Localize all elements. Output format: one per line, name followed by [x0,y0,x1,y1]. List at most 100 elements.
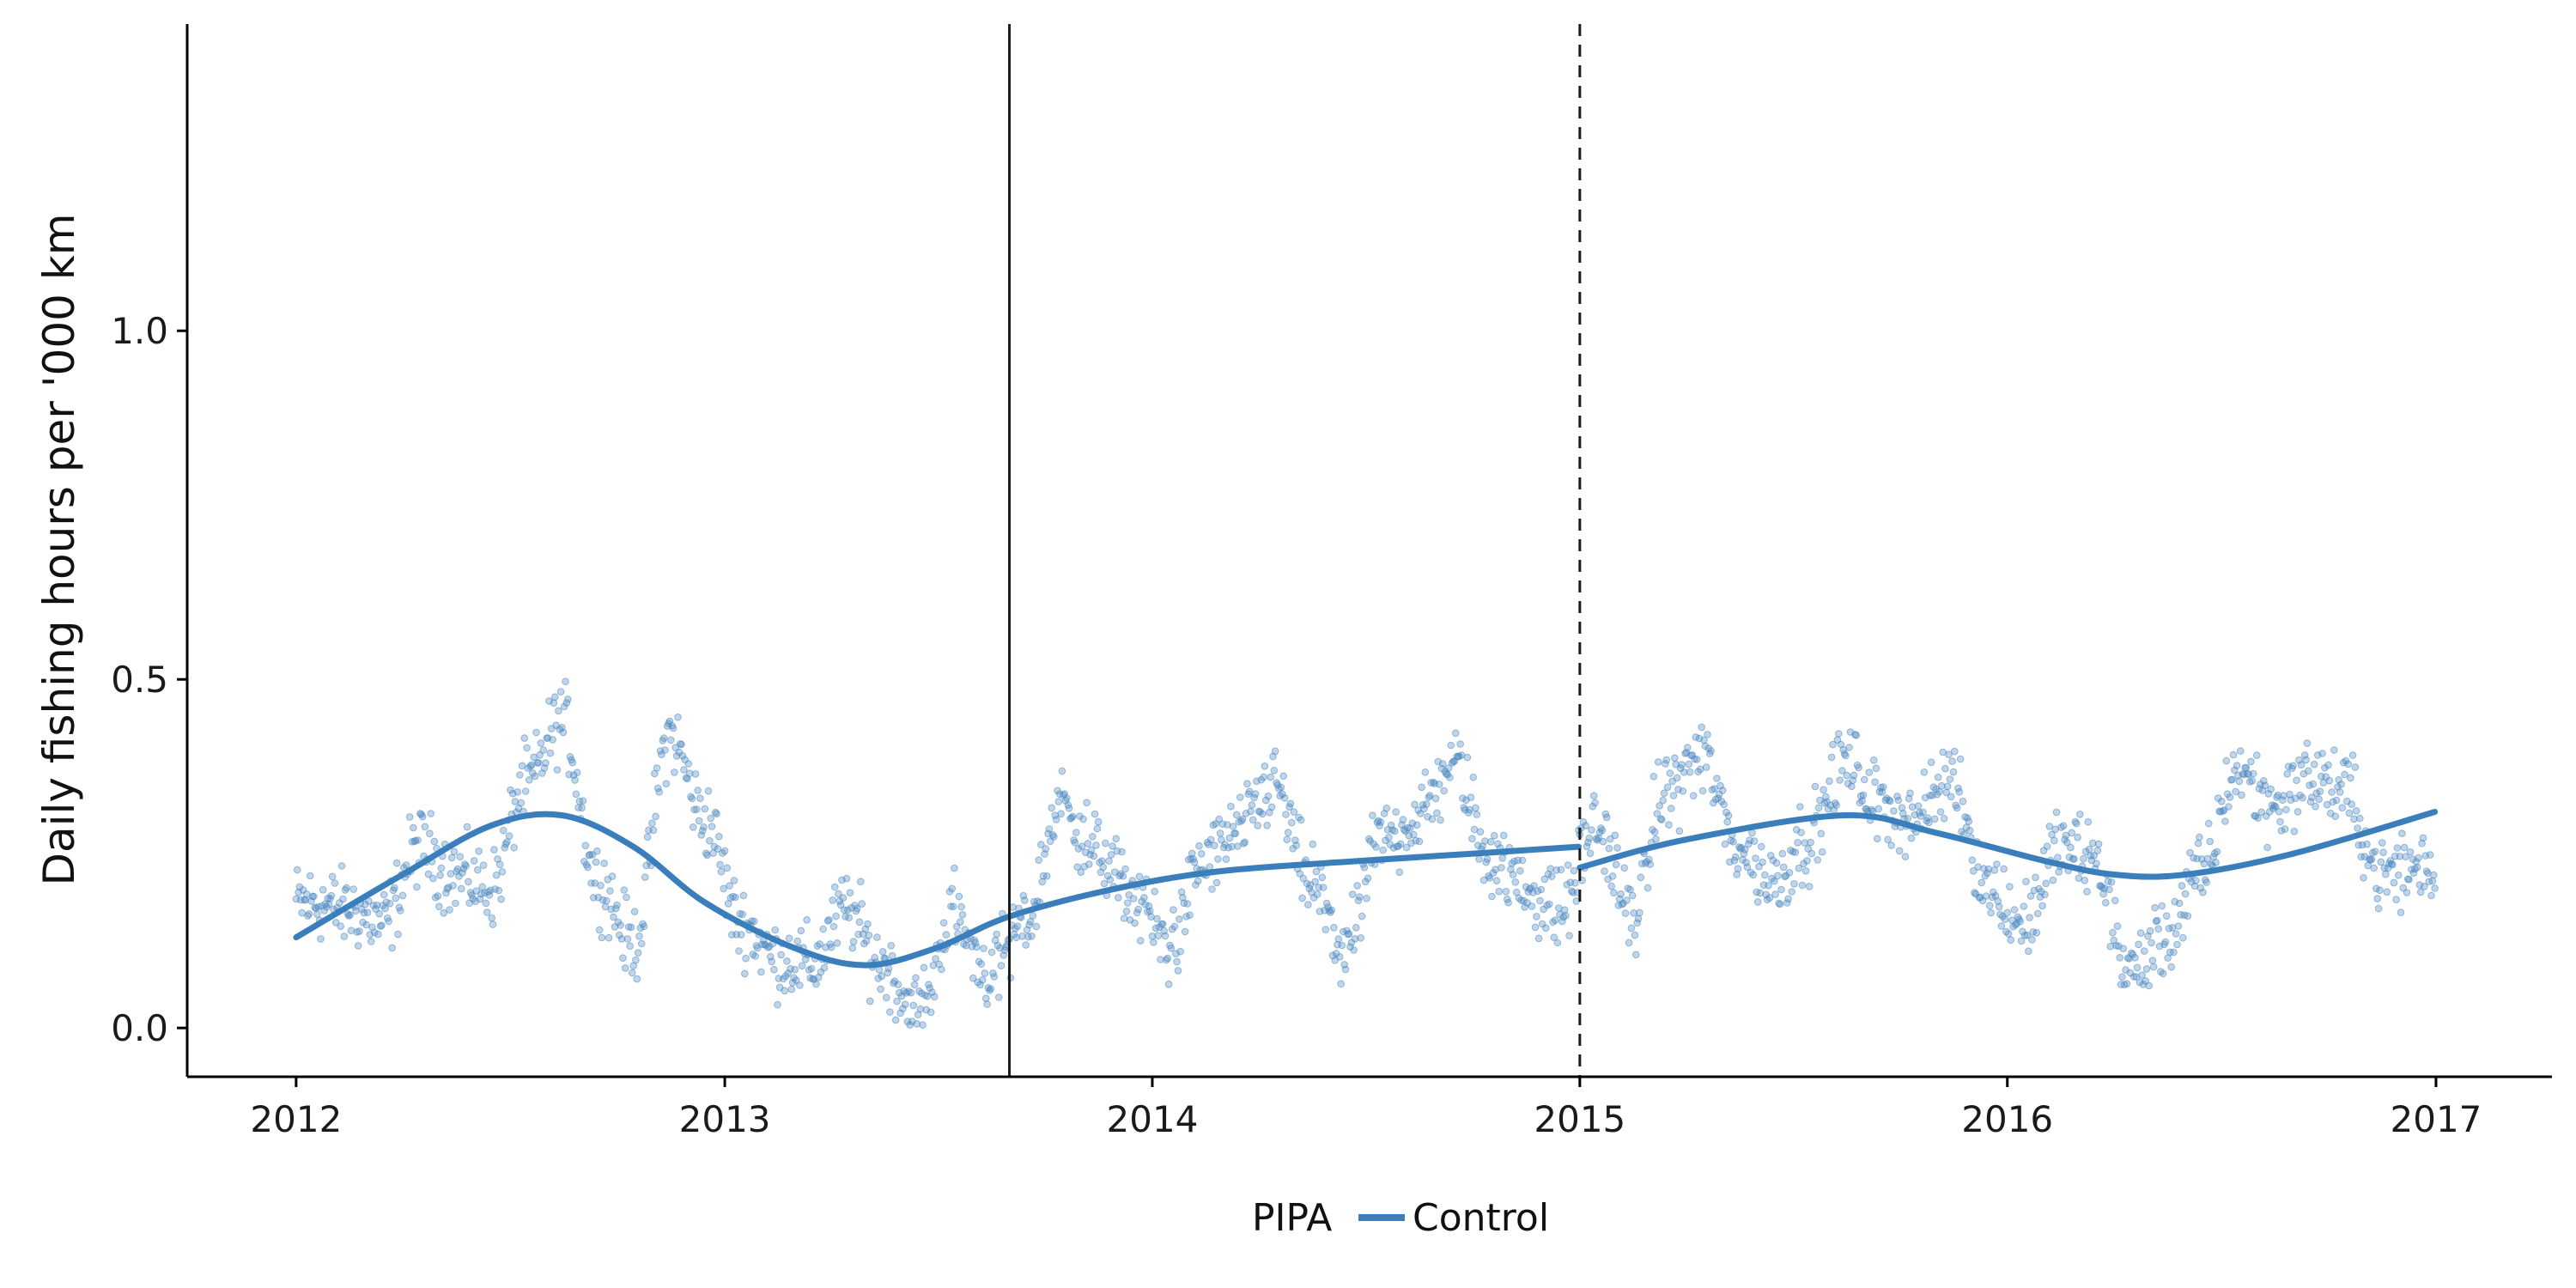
data-point [878,948,887,956]
data-point [2068,829,2075,837]
data-point [971,939,980,947]
data-point [2377,858,2385,866]
data-point [648,819,656,828]
data-point [1404,823,1412,832]
data-point [884,964,893,973]
data-point [1129,895,1138,902]
data-point [537,739,545,747]
data-point [713,810,720,818]
data-point [427,810,435,817]
data-point [2136,929,2145,937]
data-point [2282,805,2290,814]
data-point [397,907,404,914]
data-point [653,764,661,772]
data-point [1804,845,1813,853]
data-point [2393,844,2402,852]
data-point [704,787,713,795]
data-point [2107,878,2116,886]
data-point [1271,747,1279,756]
data-point [750,917,758,926]
data-point [1997,922,2006,930]
data-point [298,908,307,917]
data-point [2109,928,2117,937]
data-point [339,895,347,903]
data-point [2372,884,2380,893]
data-point [2102,899,2110,907]
data-point [2174,922,2183,930]
data-point [1190,858,1199,866]
data-point [1260,773,1267,781]
data-point [1899,810,1907,817]
data-point [2255,785,2263,793]
data-point [1905,794,1913,803]
data-point [1341,965,1350,974]
data-point [386,899,394,908]
data-point [2113,922,2122,930]
data-point [2218,798,2226,805]
data-point [1636,908,1643,917]
data-point [475,848,483,855]
data-point [1946,775,1954,783]
data-point [1428,815,1437,823]
data-point [2257,808,2265,817]
data-point [791,965,799,974]
data-point [2148,957,2157,964]
data-point [2179,933,2187,942]
data-point [1836,776,1844,784]
data-point [613,901,621,909]
data-point [1557,866,1565,874]
data-point [488,914,496,922]
data-point [1241,838,1249,847]
data-point [2267,785,2275,793]
data-point [2281,825,2289,833]
data-point [1476,828,1485,836]
data-point [751,952,759,960]
data-point [479,861,488,870]
data-point [623,935,632,943]
data-point [1415,837,1424,846]
data-point [483,908,491,916]
data-point [562,677,569,686]
data-point [1369,811,1376,820]
data-point [437,864,446,872]
data-point [1385,833,1393,841]
data-point [354,942,362,950]
data-point [1105,857,1113,865]
data-point [1312,867,1321,876]
data-point [1402,843,1411,852]
data-point [1859,791,1868,799]
data-point [592,858,600,866]
data-point [2119,945,2128,952]
x-tick-label: 2014 [1107,1098,1199,1140]
data-point [1267,773,1274,781]
data-point [708,823,716,830]
data-point [327,891,336,900]
data-point [1150,939,1157,946]
data-point [993,930,1000,939]
data-point [951,864,958,872]
data-point [1660,789,1668,798]
data-point [2373,895,2382,902]
data-point [1153,914,1161,923]
data-point [2054,854,2062,861]
data-point [2379,848,2387,857]
data-point [2413,863,2421,872]
data-point [1533,913,1540,920]
data-point [652,812,659,821]
data-point [1585,834,1594,842]
data-point [2403,889,2411,896]
data-point [2167,963,2175,971]
data-point [1083,799,1091,807]
data-point [1091,810,1099,818]
data-point [1570,866,1578,875]
data-point [1820,786,1827,794]
data-point [1298,894,1306,902]
data-point [1054,798,1063,805]
data-point [2344,760,2352,769]
data-point [1874,805,1882,813]
data-point [1818,848,1826,856]
data-point [623,893,630,902]
data-point [757,968,765,976]
data-point [1542,924,1550,933]
data-point [672,752,681,760]
